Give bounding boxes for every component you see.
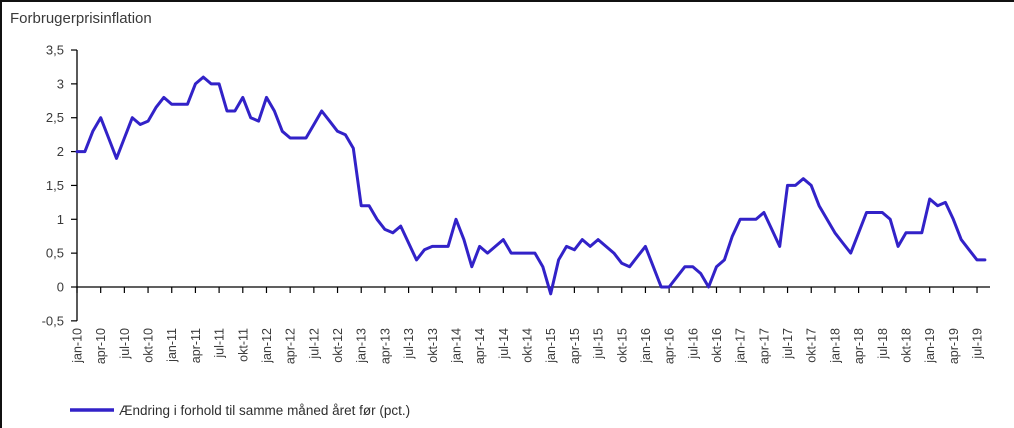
x-tick-label: apr-19	[947, 328, 961, 364]
legend: Ændring i forhold til samme måned året f…	[70, 403, 410, 418]
x-tick-label: jan-14	[449, 328, 463, 364]
y-tick-label: 2	[57, 144, 64, 159]
x-tick-label: jul-18	[876, 328, 890, 360]
x-tick-label: okt-18	[899, 328, 913, 363]
y-tick-label: -0,5	[42, 313, 64, 328]
x-tick-label: jul-15	[592, 328, 606, 360]
x-tick-label: jan-18	[828, 328, 842, 364]
x-tick-label: jan-17	[734, 328, 748, 364]
y-tick-label: 3,5	[46, 43, 64, 58]
x-tick-label: apr-16	[663, 328, 677, 364]
chart-title: Forbrugerprisinflation	[10, 10, 152, 27]
x-tick-label: apr-11	[189, 328, 203, 363]
x-tick-label: apr-18	[852, 328, 866, 364]
x-tick-label: jan-13	[355, 328, 369, 364]
x-tick-label: jan-19	[923, 328, 937, 364]
x-tick-label: jul-13	[402, 328, 416, 360]
inflation-series-line	[75, 75, 987, 296]
x-tick-label: jan-11	[165, 328, 179, 363]
x-tick-label: jul-12	[307, 328, 321, 360]
x-axis: jan-10 apr-10 jul-10 okt-10 jan-11 apr-11 jul-…	[71, 286, 990, 364]
x-tick-label: okt-14	[521, 328, 535, 363]
x-tick-label: jan-12	[260, 328, 274, 364]
x-tick-label: okt-17	[805, 328, 819, 363]
x-tick-label: jul-16	[686, 328, 700, 360]
x-tick-label: jul-17	[781, 328, 795, 360]
x-tick-label: jul-14	[497, 328, 511, 360]
legend-label: Ændring i forhold til samme måned året f…	[119, 403, 410, 418]
y-tick-label: 0,5	[46, 246, 64, 261]
x-tick-label: jul-11	[213, 328, 227, 359]
x-tick-label: apr-10	[94, 328, 108, 364]
x-tick-label: okt-10	[142, 328, 156, 363]
x-tick-label: apr-12	[284, 328, 298, 364]
x-tick-label: apr-13	[378, 328, 392, 364]
x-tick-label: okt-11	[236, 328, 250, 362]
x-tick-label: apr-15	[568, 328, 582, 364]
x-tick-label: jan-16	[639, 328, 653, 364]
x-tick-label: jan-15	[544, 328, 558, 364]
y-tick-label: 1,5	[46, 178, 64, 193]
x-tick-label: apr-14	[473, 328, 487, 364]
y-axis: 3,5 3 2,5 2 1,5 1 0,5 0 -0,5	[42, 43, 78, 328]
x-tick-label: okt-12	[331, 328, 345, 363]
x-tick-label: okt-15	[615, 328, 629, 363]
x-tick-label: jan-10	[71, 328, 85, 364]
x-tick-label: apr-17	[757, 328, 771, 364]
x-tick-label: jul-10	[118, 328, 132, 360]
y-tick-label: 2,5	[46, 110, 64, 125]
x-tick-label: jul-19	[971, 328, 985, 360]
x-tick-label: okt-16	[710, 328, 724, 363]
y-tick-label: 3	[57, 76, 64, 91]
y-tick-label: 1	[57, 212, 64, 227]
x-tick-label: okt-13	[426, 328, 440, 363]
y-tick-label: 0	[57, 280, 64, 295]
